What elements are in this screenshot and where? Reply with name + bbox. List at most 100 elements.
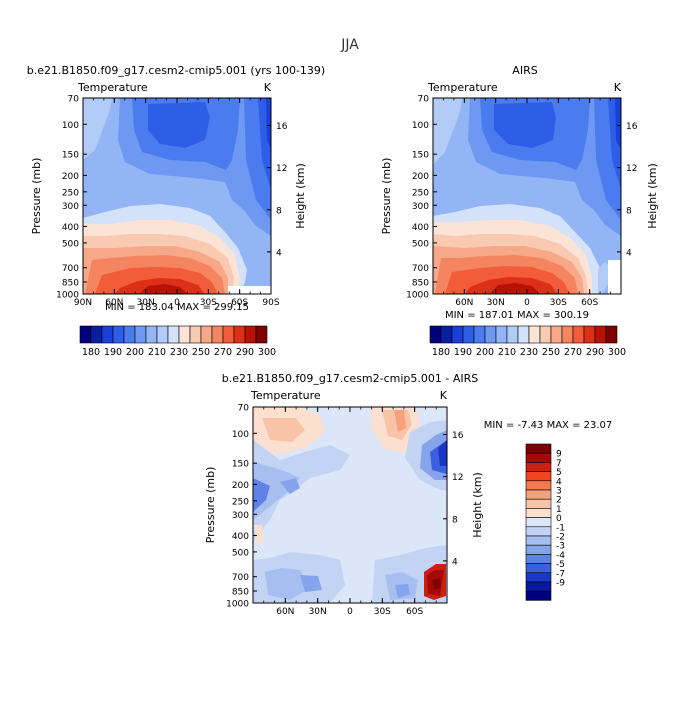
colorbar-label: -3: [556, 542, 565, 552]
colorbar-label: 300: [608, 347, 626, 358]
pressure-tick-label: 250: [62, 188, 79, 198]
colorbar-swatch: [517, 325, 530, 344]
colorbar-swatch: [156, 325, 169, 344]
latitude-tick-label: 60S: [581, 298, 598, 308]
pressure-tick-label: 100: [412, 121, 429, 131]
colorbar-swatch: [167, 325, 180, 344]
colorbar-swatch: [525, 517, 552, 528]
pressure-tick-label: 850: [62, 279, 79, 289]
colorbar-swatch: [462, 325, 475, 344]
colorbar-swatch: [189, 325, 202, 344]
colorbar-label: -4: [556, 551, 565, 561]
colorbar-swatch: [525, 563, 552, 574]
pressure-tick-label: 500: [412, 239, 429, 249]
colorbar-label: 7: [556, 459, 562, 469]
colorbar-label: 5: [556, 468, 562, 478]
colorbar-swatch: [244, 325, 257, 344]
pressure-tick-label: 1000: [406, 291, 429, 301]
height-tick-label: 4: [452, 557, 458, 567]
colorbar-label: 300: [258, 347, 276, 358]
pressure-tick-label: 700: [412, 264, 429, 274]
obs-variable-label: Temperature: [427, 81, 498, 94]
colorbar-label: 2: [556, 496, 562, 506]
colorbar-swatch: [525, 526, 552, 537]
diff-title: b.e21.B1850.f09_g17.cesm2-cmip5.001 - AI…: [222, 372, 479, 385]
colorbar-swatch: [233, 325, 246, 344]
height-tick-label: 4: [626, 248, 632, 258]
colorbar-label: 210: [498, 347, 516, 358]
diff-units-label: K: [440, 389, 448, 402]
height-tick-label: 8: [276, 206, 282, 216]
pressure-tick-label: 70: [238, 404, 250, 414]
obs-units-label: K: [614, 81, 622, 94]
colorbar-swatch: [525, 554, 552, 564]
latitude-tick-label: 30S: [374, 607, 391, 617]
pressure-tick-label: 200: [412, 172, 429, 182]
colorbar-swatch: [123, 325, 136, 344]
height-tick-label: 16: [626, 122, 638, 132]
colorbar-swatch: [90, 325, 103, 344]
diff-contour-field: [253, 407, 447, 603]
latitude-tick-label: 60S: [231, 298, 248, 308]
height-tick-label: 16: [276, 122, 288, 132]
obs-contour-field: [433, 98, 621, 294]
colorbar-swatch: [525, 498, 552, 509]
pressure-tick-label: 850: [232, 588, 249, 598]
colorbar-swatch: [506, 325, 519, 344]
colorbar-swatch: [255, 325, 268, 344]
diff-variable-label: Temperature: [250, 389, 321, 402]
obs-right-axis-label: Height (km): [646, 163, 659, 229]
model-units-label: K: [264, 81, 272, 94]
pressure-tick-label: 150: [232, 460, 249, 470]
colorbar-swatch: [145, 325, 158, 344]
model-right-axis-label: Height (km): [294, 163, 307, 229]
colorbar-label: 250: [192, 347, 210, 358]
colorbar-label: 190: [104, 347, 122, 358]
pressure-tick-label: 200: [62, 172, 79, 182]
pressure-tick-label: 70: [418, 95, 430, 105]
pressure-tick-label: 400: [62, 223, 79, 233]
colorbar-swatch: [561, 325, 574, 344]
colorbar-swatch: [525, 489, 552, 500]
colorbar-label: 230: [170, 347, 188, 358]
pressure-tick-label: 700: [62, 264, 79, 274]
model-y-axis-label: Pressure (mb): [30, 158, 43, 235]
model-contour-field: [83, 98, 271, 294]
model-title: b.e21.B1850.f09_g17.cesm2-cmip5.001 (yrs…: [27, 64, 325, 77]
pressure-tick-label: 70: [68, 95, 80, 105]
latitude-tick-label: 90N: [74, 298, 92, 308]
colorbar-swatch: [112, 325, 125, 344]
colorbar-swatch: [484, 325, 497, 344]
height-tick-label: 16: [452, 431, 464, 441]
colorbar-label: 9: [556, 450, 562, 460]
colorbar-label: 270: [214, 347, 232, 358]
pressure-tick-label: 1000: [56, 291, 79, 301]
latitude-tick-label: 30N: [137, 298, 155, 308]
colorbar-label: 180: [432, 347, 450, 358]
colorbar-label: 270: [564, 347, 582, 358]
colorbar-swatch: [525, 544, 552, 555]
latitude-tick-label: 0: [347, 607, 353, 617]
colorbar-swatch: [211, 325, 224, 344]
latitude-tick-label: 60N: [105, 298, 123, 308]
obs-min-max: MIN = 187.01 MAX = 300.19: [445, 310, 589, 321]
model-panel: b.e21.B1850.f09_g17.cesm2-cmip5.001 (yrs…: [27, 64, 325, 358]
colorbar-swatch: [525, 480, 552, 491]
pressure-tick-label: 700: [232, 573, 249, 583]
height-tick-label: 12: [276, 164, 287, 174]
colorbar-label: 200: [476, 347, 494, 358]
colorbar-label: -5: [556, 560, 565, 570]
colorbar-swatch: [583, 325, 596, 344]
latitude-tick-label: 0: [174, 298, 180, 308]
colorbar-swatch: [79, 325, 92, 344]
height-tick-label: 12: [452, 473, 463, 483]
height-tick-label: 12: [626, 164, 637, 174]
colorbar-label: 210: [148, 347, 166, 358]
obs-panel: AIRS Temperature K 70 100 150 200 250 300 400 5…: [380, 64, 659, 358]
height-tick-label: 8: [452, 515, 458, 525]
colorbar-swatch: [525, 452, 552, 463]
colorbar-swatch: [200, 325, 213, 344]
colorbar-swatch: [525, 462, 552, 472]
